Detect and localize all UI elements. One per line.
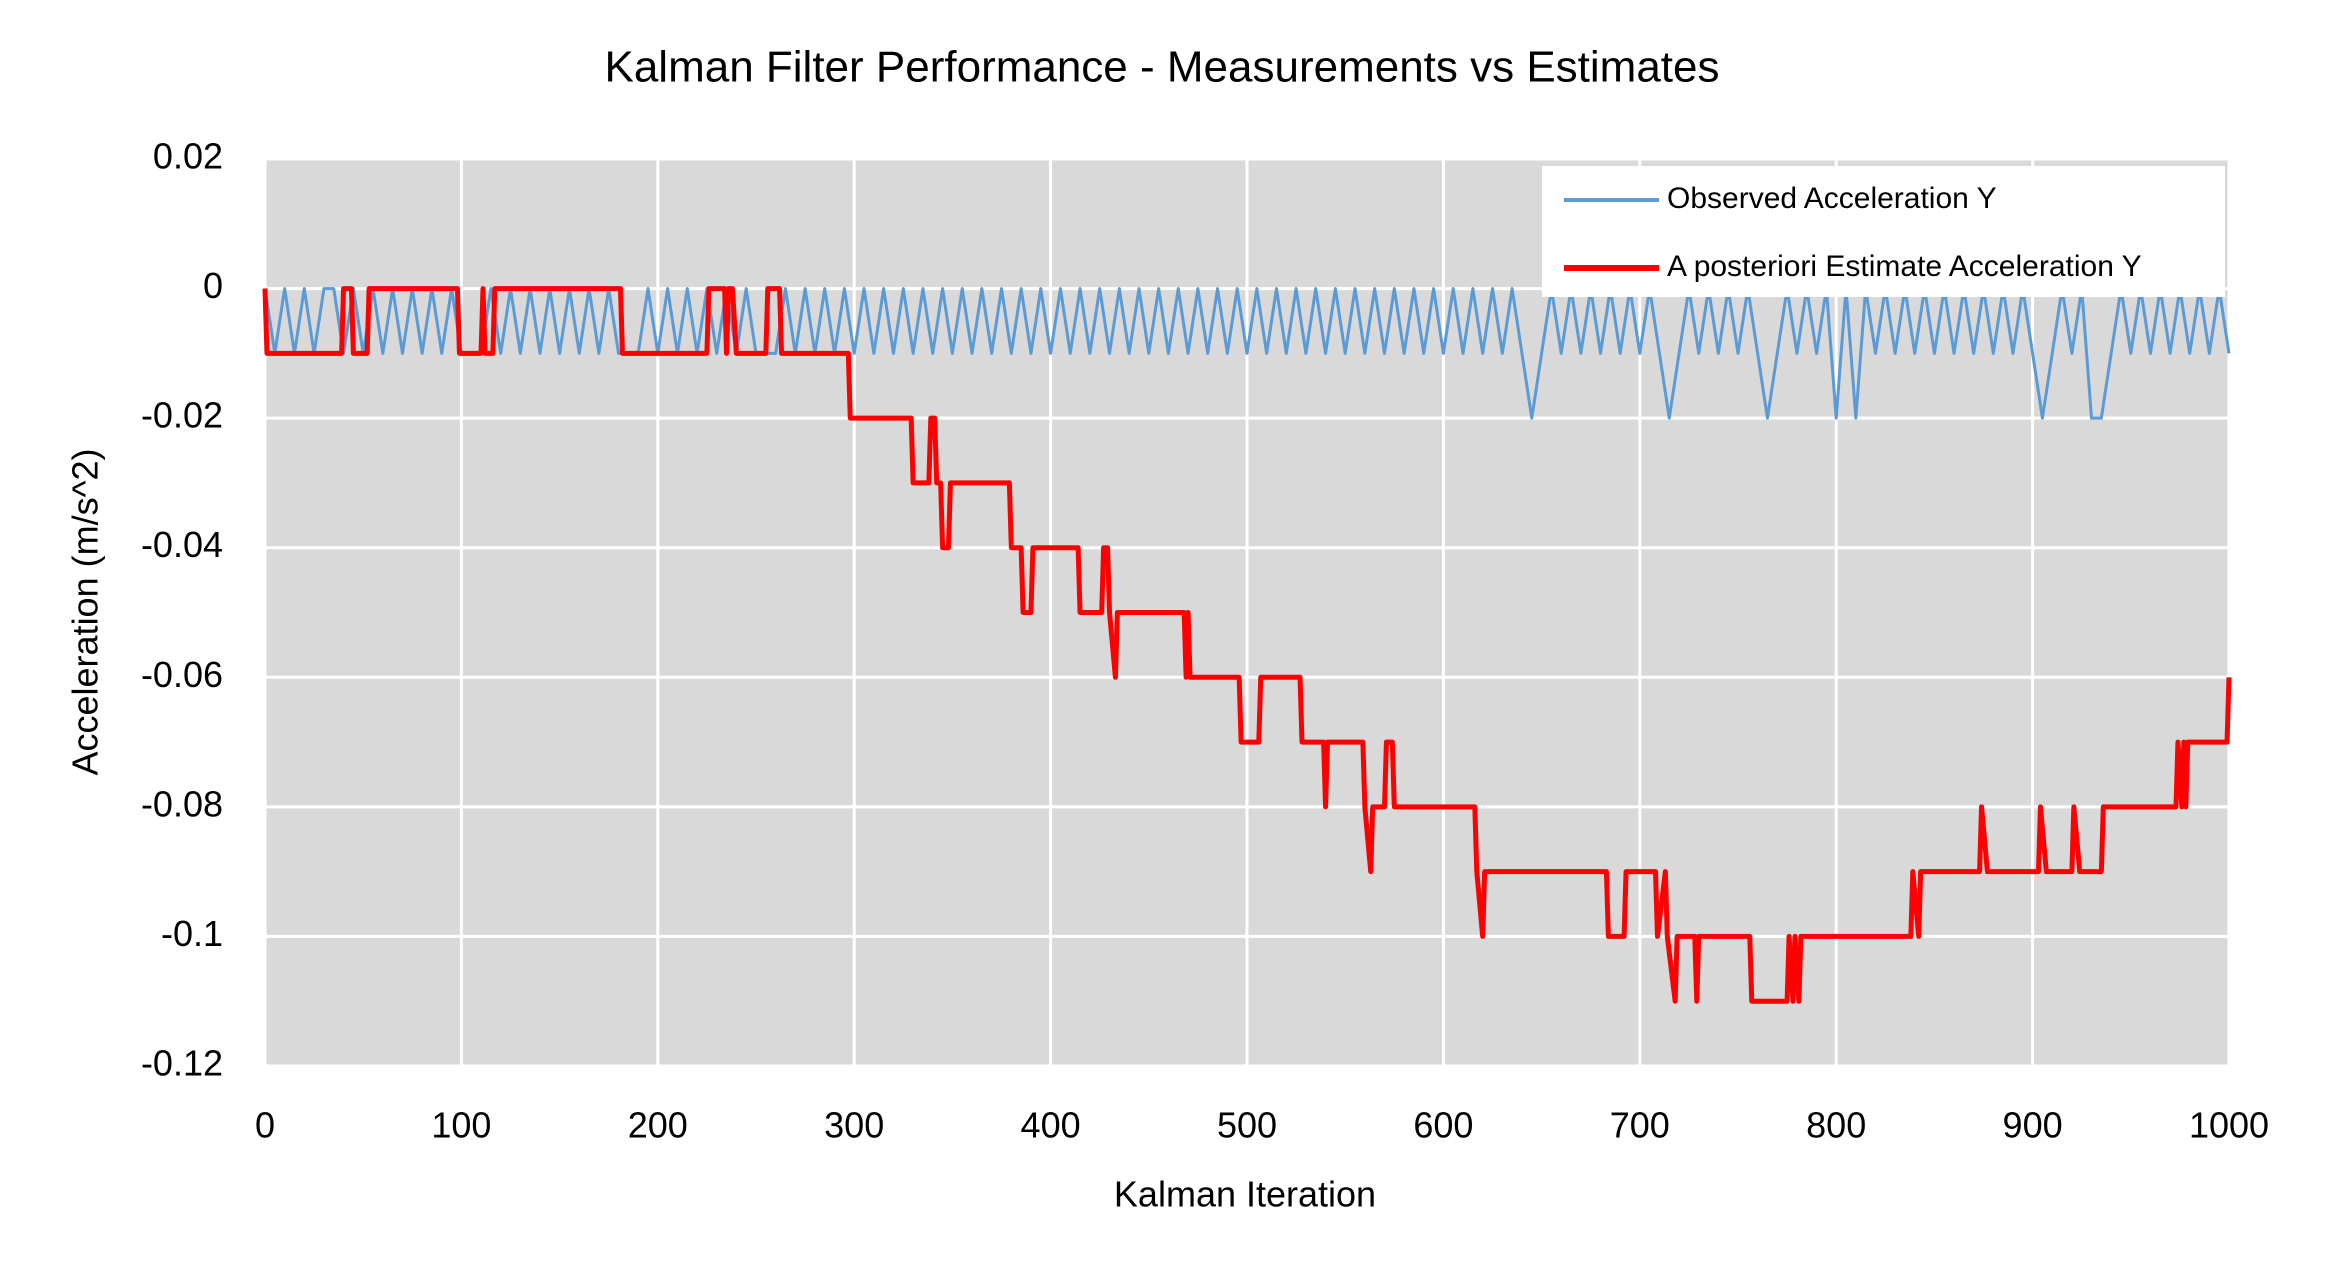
y-tick-label: -0.12 (141, 1043, 223, 1084)
x-tick-label: 1000 (2189, 1105, 2269, 1146)
y-tick-label: -0.1 (161, 913, 223, 954)
legend: Observed Acceleration Y A posteriori Esti… (1542, 166, 2225, 297)
x-axis-label: Kalman Iteration (1114, 1174, 1376, 1215)
x-tick-label: 600 (1413, 1105, 1473, 1146)
x-tick-label: 300 (824, 1105, 884, 1146)
legend-label: A posteriori Estimate Acceleration Y (1667, 250, 2142, 283)
y-axis-label: Acceleration (m/s^2) (65, 449, 106, 776)
series-line (263, 287, 2231, 420)
x-tick-label: 900 (2003, 1105, 2063, 1146)
x-tick-label: 800 (1806, 1105, 1866, 1146)
x-tick-label: 500 (1217, 1105, 1277, 1146)
y-tick-label: -0.04 (141, 524, 223, 565)
legend-box (1542, 166, 2225, 297)
y-tick-label: 0 (203, 265, 223, 306)
y-tick-label: -0.06 (141, 654, 223, 695)
x-tick-label: 400 (1021, 1105, 1081, 1146)
legend-label: Observed Acceleration Y (1667, 182, 1997, 215)
x-tick-label: 700 (1610, 1105, 1670, 1146)
lines (262, 286, 2232, 1004)
y-tick-label: -0.02 (141, 395, 223, 436)
x-tick-label: 100 (431, 1105, 491, 1146)
series-line (262, 286, 2232, 1004)
y-tick-label: 0.02 (153, 136, 223, 177)
chart-title: Kalman Filter Performance - Measurements… (604, 43, 1719, 92)
x-tick-label: 200 (628, 1105, 688, 1146)
x-tick-label: 0 (255, 1105, 275, 1146)
y-tick-label: -0.08 (141, 783, 223, 824)
